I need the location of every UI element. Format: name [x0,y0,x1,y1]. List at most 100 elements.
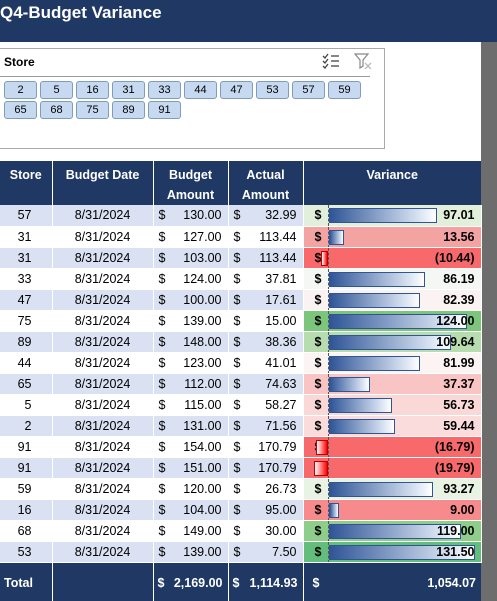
variance-databar [328,502,339,518]
slicer-item[interactable]: 33 [148,81,181,99]
table-header-row: Store Budget Date Budget Amount Actual Amo… [0,161,481,205]
variance-value: 13.56 [443,229,475,244]
table-row[interactable]: 75 8/31/2024 $139.00 $15.00 $124.00 [0,310,482,332]
cell-variance: $(19.79) [303,457,482,479]
variance-databar [328,271,425,287]
variance-databar [328,229,344,245]
cell-actual-amount: $38.36 [228,331,304,353]
variance-value: (19.79) [434,460,475,475]
cell-store: 59 [0,478,53,500]
slicer-item[interactable]: 2 [4,81,37,99]
table-row[interactable]: 918/31/2024$154.00$170.79$(16.79) [0,436,482,458]
cell-budget-amount: $103.00 [153,247,229,269]
header-variance[interactable]: Variance [303,161,481,205]
cell-store: 5 [0,394,53,416]
cell-budget-amount: $139.00 [153,541,229,563]
cell-budget-amount: $124.00 [153,268,229,290]
cell-variance: $109.64 [303,331,482,353]
databar-axis [327,247,329,267]
cell-budget-date: 8/31/2024 [52,352,154,374]
variance-currency: $ [314,208,322,222]
variance-currency: $ [314,271,322,286]
variance-value: 81.99 [443,355,475,370]
cell-budget-date: 8/31/2024 [52,520,154,542]
slicer-item[interactable]: 89 [112,101,145,119]
cell-budget-amount: $112.00 [153,373,229,395]
slicer-item[interactable]: 59 [328,81,361,99]
variance-databar [320,250,328,266]
cell-budget-amount: $120.00 [153,478,229,500]
variance-value: 59.44 [443,418,475,433]
cell-actual-amount: $30.00 [228,520,304,542]
cell-variance: $59.44 [303,415,482,437]
slicer-item[interactable]: 5 [40,81,73,99]
slicer-item[interactable]: 53 [256,81,289,99]
variance-currency: $ [314,376,322,391]
databar-axis [327,436,329,456]
table-row[interactable]: 59 8/31/2024 $120.00 $26.73 $93.27 [0,478,482,500]
variance-currency: $ [314,313,322,328]
header-store[interactable]: Store [0,161,53,205]
cell-budget-date: 8/31/2024 [52,394,154,416]
cell-store: 91 [0,436,53,458]
cell-store: 47 [0,289,53,311]
cell-store: 31 [0,247,53,269]
variance-databar [328,334,451,350]
slicer-item[interactable]: 91 [148,101,181,119]
databar-axis [327,331,329,351]
table-row[interactable]: 68 8/31/2024 $149.00 $30.00 $119.00 [0,520,482,542]
variance-value: 86.19 [443,271,475,286]
variance-databar [313,460,328,476]
slicer-items: 2 5 16 31 33 44 47 53 57 59 65 68 75 89 91 [4,81,380,119]
databar-axis [327,457,329,477]
header-budget-date[interactable]: Budget Date [52,161,154,205]
cell-actual-amount: $113.44 [228,247,304,269]
cell-budget-date: 8/31/2024 [52,499,154,521]
cell-variance: $81.99 [303,352,482,374]
variance-value: 82.39 [443,292,475,307]
total-date-blank [52,562,154,601]
cell-store: 53 [0,541,53,563]
table-row[interactable]: 31 8/31/2024 $127.00 $113.44 $13.56 [0,226,482,248]
slicer-item[interactable]: 57 [292,81,325,99]
table-row[interactable]: 89 8/31/2024 $148.00 $38.36 $109.64 [0,331,482,353]
slicer-item[interactable]: 75 [76,101,109,119]
table-row[interactable]: 44 8/31/2024 $123.00 $41.01 $81.99 [0,352,482,374]
table-row[interactable]: 33 8/31/2024 $124.00 $37.81 $86.19 [0,268,482,290]
header-actual-amount[interactable]: Actual Amount [228,161,304,205]
cell-budget-amount: $149.00 [153,520,229,542]
store-slicer[interactable]: Store 2 5 16 31 33 44 47 53 57 59 65 68 75 89 91 [0,48,385,149]
table-row[interactable]: 16 8/31/2024 $104.00 $95.00 $9.00 [0,499,482,521]
cell-variance: $9.00 [303,499,482,521]
total-row: Total $2,169.00 $1,114.93 $1,054.07 [0,562,481,601]
databar-axis [327,373,329,393]
cell-budget-date: 8/31/2024 [52,457,154,479]
table-row[interactable]: 5 8/31/2024 $115.00 $58.27 $56.73 [0,394,482,416]
variance-databar [328,355,420,371]
header-budget-amount[interactable]: Budget Amount [153,161,229,205]
slicer-item[interactable]: 31 [112,81,145,99]
table-row[interactable]: 2 8/31/2024 $131.00 $71.56 $59.44 [0,415,482,437]
slicer-item[interactable]: 65 [4,101,37,119]
variance-currency: $ [314,229,322,244]
table-row[interactable]: 918/31/2024$151.00$170.79$(19.79) [0,457,482,479]
variance-value: 124.00 [436,313,475,328]
table-row[interactable]: 53 8/31/2024 $139.00 $7.50 $131.50 [0,541,482,563]
total-variance: $1,054.07 [303,562,481,601]
slicer-item[interactable]: 44 [184,81,217,99]
cell-budget-date: 8/31/2024 [52,436,154,458]
clear-filter-icon[interactable] [354,53,372,69]
variance-databar [328,544,475,560]
slicer-item[interactable]: 16 [76,81,109,99]
variance-value: 131.50 [436,544,475,559]
slicer-item[interactable]: 47 [220,81,253,99]
slicer-item[interactable]: 68 [40,101,73,119]
cell-budget-amount: $151.00 [153,457,229,479]
cell-variance: $86.19 [303,268,482,290]
cell-budget-date: 8/31/2024 [52,331,154,353]
multi-select-icon[interactable] [322,53,340,69]
table-row[interactable]: 57 8/31/2024 $130.00 $32.99 $97.01 [0,205,482,227]
table-row[interactable]: 47 8/31/2024 $100.00 $17.61 $82.39 [0,289,482,311]
table-row[interactable]: 31 8/31/2024 $103.00 $113.44 $ (10.44) [0,247,482,269]
table-row[interactable]: 65 8/31/2024 $112.00 $74.63 $37.37 [0,373,482,395]
